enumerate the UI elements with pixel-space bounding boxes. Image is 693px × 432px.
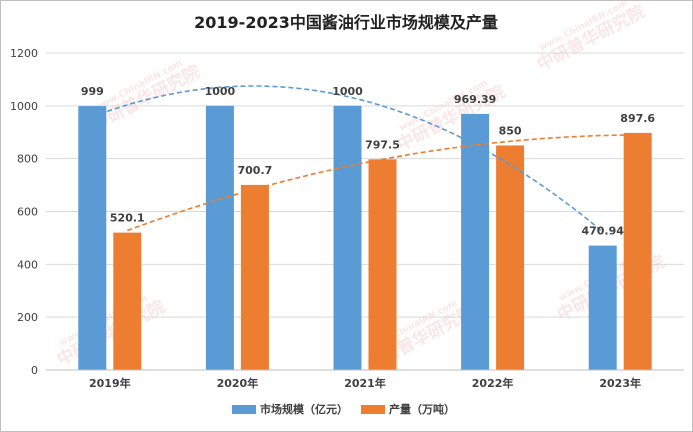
y-tick-label: 800 [17,153,38,166]
data-label: 1000 [332,85,363,98]
legend-label-output: 产量（万吨） [389,402,455,416]
y-tick-label: 200 [17,311,38,324]
data-label: 850 [499,124,522,137]
data-label: 897.6 [620,112,655,125]
bars [78,105,652,371]
data-label: 999 [81,85,104,98]
legend-swatch-market-size [232,405,256,414]
bar-market-size [461,113,490,371]
chart-title: 2019-2023中国酱油行业市场规模及产量 [194,13,498,32]
bar-output [496,145,525,370]
legend-label-market-size: 市场规模（亿元） [260,402,348,416]
bar-output [240,184,269,370]
data-label: 797.5 [365,138,400,151]
bar-output [368,159,397,370]
x-tick-label: 2022年 [472,376,514,390]
y-tick-label: 1200 [10,47,38,60]
trendline-output [127,134,638,232]
legend-swatch-output [361,405,385,414]
bar-market-size [588,245,617,370]
trendline-market-size [92,85,604,233]
x-tick-label: 2023年 [599,376,641,390]
data-label: 520.1 [110,212,145,225]
bar-output [113,232,142,370]
x-tick-label: 2020年 [217,376,259,390]
gridlines [46,52,684,318]
bar-market-size [78,106,107,370]
y-tick-label: 1000 [10,100,38,113]
y-tick-label: 400 [17,258,38,271]
data-label: 1000 [205,85,236,98]
x-tick-label: 2019年 [89,376,131,390]
y-tick-label: 0 [31,364,38,377]
bar-market-size [333,105,362,370]
y-tick-label: 600 [17,206,38,219]
legend: 市场规模（亿元） 产量（万吨） [232,402,455,416]
data-labels: 999 520.1 1000 700.7 1000 797.5 969.39 850 470.9… [81,85,656,238]
data-label: 470.94 [581,225,624,238]
axes: 0 200 400 600 800 1000 1200 2019年 2020年 2021年 2022… [10,47,684,390]
data-label: 700.7 [238,164,273,177]
bar-output [623,132,652,370]
x-tick-label: 2021年 [344,376,386,390]
trendlines [92,85,638,233]
bar-market-size [205,105,234,370]
data-label: 969.39 [454,93,496,106]
